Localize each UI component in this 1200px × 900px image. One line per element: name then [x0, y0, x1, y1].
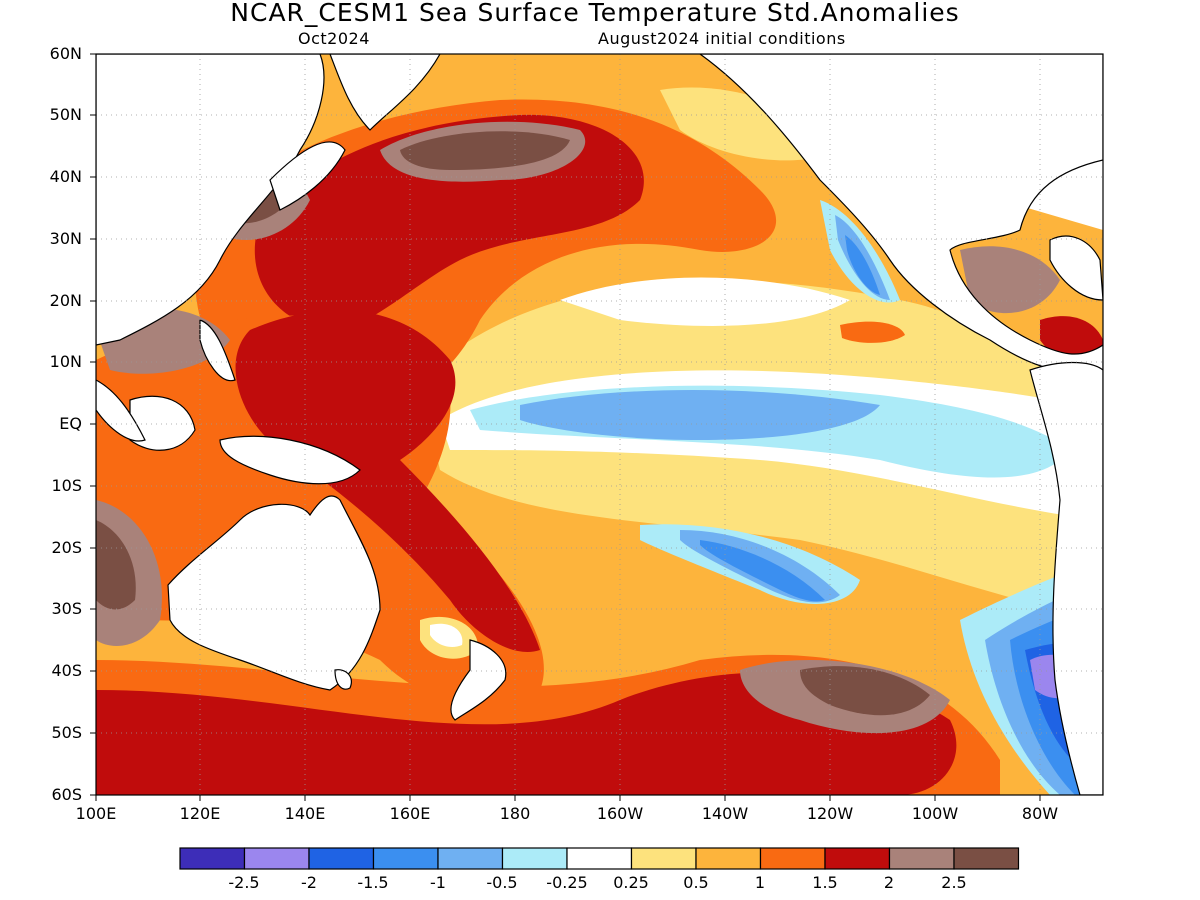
colorbar-swatch	[630, 847, 697, 870]
lat-label-10s: 10S	[51, 476, 82, 495]
colorbar-swatch	[888, 847, 955, 870]
initial-conditions: August2024 initial conditions	[598, 29, 846, 48]
south-america	[1029, 361, 1103, 795]
japan	[269, 141, 346, 211]
anomaly-band-north-pacific-darkbrown	[400, 131, 570, 170]
anomaly-band-south-darkblue	[700, 540, 825, 602]
sumatra	[96, 379, 146, 442]
colorbar-label: -2.5	[228, 873, 260, 892]
lon-label-80w: 80W	[1021, 804, 1059, 823]
colorbar	[179, 847, 1020, 870]
lat-label-50s: 50S	[51, 723, 82, 742]
asia-mainland	[96, 54, 325, 346]
lon-label-100e: 100E	[75, 804, 117, 823]
colorbar-label: 1.5	[812, 873, 838, 892]
colorbar-swatch	[501, 847, 568, 870]
anomaly-band-nz-white	[430, 623, 463, 647]
map-title: NCAR_CESM1 Sea Surface Temperature Std.A…	[230, 0, 960, 27]
borneo	[129, 395, 196, 451]
colorbar-label: -1	[430, 873, 446, 892]
colorbar-label: 0.25	[613, 873, 649, 892]
new-zealand	[450, 639, 507, 721]
colorbar-swatch	[372, 847, 439, 870]
lat-label-50n: 50N	[49, 105, 82, 124]
anomaly-band-warm-pool-red	[235, 310, 541, 652]
land-masses	[96, 54, 1103, 795]
lat-label-30n: 30N	[49, 229, 82, 248]
anomaly-band-indian-ocean-darkbrown	[96, 520, 136, 610]
florida-cuba	[1049, 235, 1103, 301]
new-guinea	[219, 435, 361, 485]
anomaly-band-california-darkblue	[845, 235, 880, 295]
lat-label-30s: 30S	[51, 599, 82, 618]
colorbar-label: 1	[754, 873, 766, 892]
lon-label-100w: 100W	[911, 804, 959, 823]
anomaly-band-southern-ocean-darkbrown	[800, 666, 930, 716]
gridlines	[96, 54, 1103, 795]
colorbar-swatch	[243, 847, 310, 870]
anomaly-band-gulf-brown	[960, 246, 1060, 314]
lat-label-10n: 10N	[49, 352, 82, 371]
lat-label-40s: 40S	[51, 661, 82, 680]
australia	[167, 495, 381, 691]
colorbar-swatch	[566, 847, 633, 870]
colorbar-label: -1.5	[357, 873, 389, 892]
colorbar-label: -2	[301, 873, 317, 892]
lat-label-20n: 20N	[49, 291, 82, 310]
axis-ticks	[90, 53, 1041, 801]
lon-label-140e: 140E	[284, 804, 326, 823]
colorbar-label: 2	[883, 873, 895, 892]
lat-label-20s: 20S	[51, 538, 82, 557]
lat-label-eq: EQ	[59, 414, 82, 433]
colorbar-swatch	[308, 847, 375, 870]
lon-label-160e: 160E	[389, 804, 431, 823]
anomaly-band-southern-ocean-red	[96, 672, 957, 795]
lat-label-60n: 60N	[49, 44, 82, 63]
colorbar-label: 2.5	[941, 873, 967, 892]
colorbar-swatch	[824, 847, 891, 870]
anomaly-band-subtropic-white	[560, 277, 850, 326]
colorbar-swatch	[953, 847, 1020, 870]
colorbar-swatch	[437, 847, 504, 870]
colorbar-label: 0.5	[683, 873, 709, 892]
philippines	[199, 319, 236, 382]
lon-label-140w: 140W	[701, 804, 749, 823]
lon-label-180: 180	[499, 804, 531, 823]
forecast-month: Oct2024	[298, 29, 370, 48]
kamchatka	[329, 54, 441, 131]
colorbar-label: -0.25	[546, 873, 588, 892]
colorbar-swatch	[179, 847, 246, 870]
lon-label-120w: 120W	[806, 804, 854, 823]
anomaly-band-equatorial-blue	[520, 390, 880, 440]
tasmania	[334, 669, 352, 690]
anomaly-band-mexico-orange	[840, 321, 905, 343]
colorbar-swatch	[759, 847, 826, 870]
lat-label-40n: 40N	[49, 167, 82, 186]
colorbar-swatch	[695, 847, 762, 870]
lon-label-160w: 160W	[596, 804, 644, 823]
lon-label-120e: 120E	[179, 804, 221, 823]
colorbar-label: -0.5	[486, 873, 518, 892]
lat-label-60s: 60S	[51, 785, 82, 804]
